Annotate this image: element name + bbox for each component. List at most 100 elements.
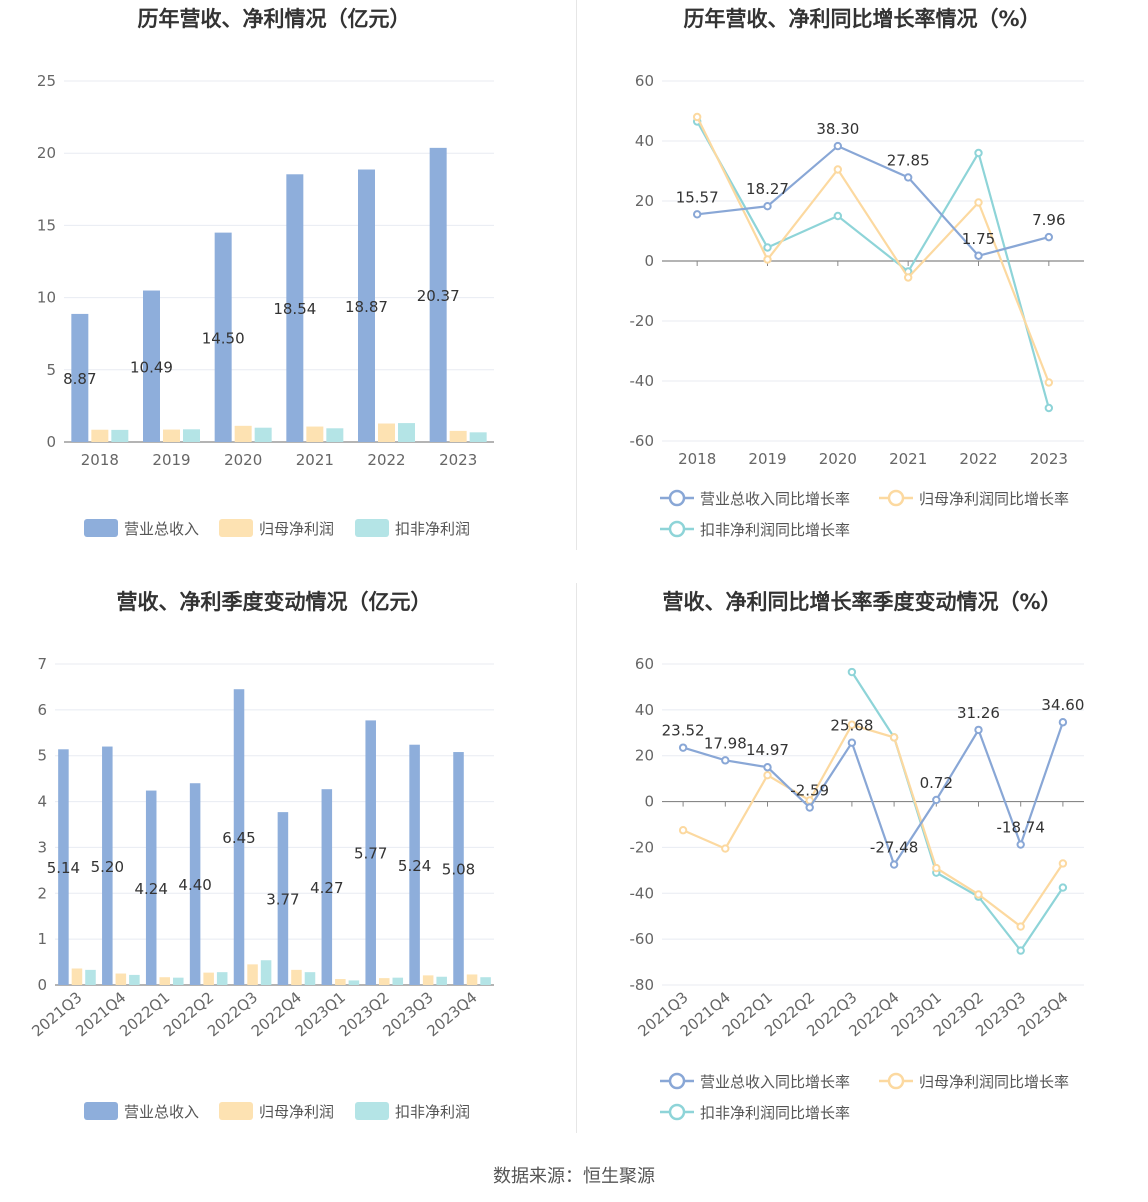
y-tick-label: 10 (37, 289, 56, 307)
bar-revenue (145, 790, 157, 985)
legend-swatch (84, 1102, 118, 1120)
y-tick-label: 2 (37, 884, 47, 902)
bar-data-label: 4.40 (178, 876, 211, 894)
bar-revenue (102, 746, 113, 985)
annual-growth-rate-chart: 历年营收、净利同比增长率情况（%） -60 -40 -20 0 20 40 60 2018 201… (574, 0, 1148, 580)
legend-label: 归母净利润同比增长率 (919, 490, 1069, 508)
bar-net-profit (291, 969, 302, 985)
y-tick-label: 5 (37, 747, 47, 765)
legend-label: 营业总收入 (124, 1103, 199, 1121)
data-point (974, 198, 983, 207)
bar-data-label: 3.77 (266, 891, 299, 909)
legend-marker (668, 1103, 686, 1121)
panel-divider (576, 0, 577, 550)
bar-net-profit (378, 423, 395, 442)
legend-swatch (219, 1102, 253, 1120)
bar-data-label: 5.14 (47, 859, 80, 877)
bar-revenue (277, 812, 289, 985)
bar-deducted-profit (129, 974, 140, 985)
data-point (833, 211, 843, 221)
bar-deducted-profit (260, 960, 272, 985)
data-point (1016, 922, 1025, 931)
x-tick-label: 2023 (1030, 450, 1068, 468)
data-point (833, 165, 843, 174)
bar-net-profit (115, 973, 127, 985)
x-tick-label: 2018 (81, 451, 119, 469)
point-data-label: 25.68 (830, 717, 873, 735)
legend-swatch (219, 519, 253, 537)
y-tick-label: 15 (37, 216, 56, 234)
legend-label: 归母净利润同比增长率 (919, 1073, 1069, 1091)
bar-data-label: 5.08 (442, 861, 475, 879)
chart-svg: 历年营收、净利情况（亿元） 0 5 10 15 20 25 2018 2019 2020 2021 2… (37, 7, 494, 538)
bar-deducted-profit (348, 980, 360, 985)
bar-data-label: 20.37 (417, 287, 460, 305)
data-point (678, 743, 688, 752)
annual-revenue-profit-chart: 历年营收、净利情况（亿元） 0 5 10 15 20 25 2018 2019 2020 2021 2… (0, 0, 574, 580)
x-tick-label: 2021 (889, 450, 927, 468)
bar-data-label: 18.87 (345, 298, 388, 316)
bar-data-label: 8.87 (63, 370, 96, 388)
bar-net-profit (163, 429, 180, 442)
point-data-label: 31.26 (957, 704, 1000, 722)
data-point (932, 795, 941, 805)
panel-divider (576, 583, 577, 1133)
data-point (763, 763, 772, 772)
data-point (692, 210, 702, 219)
y-tick-label: 4 (37, 793, 47, 811)
data-point (678, 826, 688, 835)
legend-label: 扣非净利润同比增长率 (700, 1104, 850, 1122)
x-tick-label: 2018 (678, 450, 716, 468)
bar-deducted-profit (326, 428, 344, 442)
y-tick-label: 7 (37, 655, 47, 673)
legend-label: 扣非净利润同比增长率 (700, 521, 850, 539)
bar-revenue (214, 232, 232, 442)
bar-revenue (189, 783, 201, 985)
point-data-label: 34.60 (1041, 696, 1084, 714)
bar-deducted-profit (398, 423, 415, 442)
chart-legend: 营业总收入 归母净利润 扣非净利润 (84, 1102, 470, 1121)
legend-label: 营业总收入同比增长率 (700, 1073, 850, 1091)
x-tick-label: 2023 (439, 451, 477, 469)
data-point (974, 148, 983, 158)
data-point (763, 771, 772, 780)
bar-net-profit (247, 964, 258, 985)
y-tick-label: 0 (644, 793, 654, 811)
y-tick-label: -40 (630, 884, 655, 902)
legend-label: 扣非净利润 (395, 1103, 470, 1121)
data-point (847, 738, 857, 747)
bar-net-profit (203, 972, 214, 985)
y-tick-label: 1 (37, 930, 47, 948)
bar-deducted-profit (254, 427, 272, 442)
bar-deducted-profit (85, 969, 96, 985)
bar-deducted-profit (480, 977, 491, 985)
bar-net-profit (449, 430, 467, 442)
bar-deducted-profit (469, 432, 487, 442)
data-point (1016, 840, 1025, 849)
data-point (833, 141, 843, 151)
legend-label: 营业总收入 (124, 520, 199, 538)
y-tick-label: -80 (630, 976, 655, 994)
legend-marker (668, 1072, 686, 1090)
bar-revenue (143, 290, 160, 442)
x-tick-label: 2022 (959, 450, 997, 468)
bar-data-label: 5.24 (398, 857, 431, 875)
series-line-deducted-profit-growth (696, 120, 1050, 409)
chart-svg: 营收、净利同比增长率季度变动情况（%）-80-60-40-20020406020… (630, 590, 1085, 1122)
bar-net-profit (71, 968, 83, 985)
bar-revenue (71, 313, 89, 442)
data-point (1044, 378, 1054, 387)
chart-svg: 历年营收、净利同比增长率情况（%） -60 -40 -20 0 20 40 60 2018 201… (630, 7, 1084, 539)
bar-revenue (453, 752, 464, 985)
point-data-label: -27.48 (870, 839, 918, 857)
data-point (932, 863, 941, 873)
y-tick-label: 40 (635, 132, 654, 150)
legend-label: 扣非净利润 (395, 520, 470, 538)
point-data-label: -18.74 (997, 819, 1045, 837)
data-point (889, 733, 899, 742)
legend-label: 营业总收入同比增长率 (700, 490, 850, 508)
point-data-label: 17.98 (704, 734, 747, 752)
bar-deducted-profit (183, 429, 200, 442)
quarterly-revenue-profit-chart: 营收、净利季度变动情况（亿元） 0 1 2 3 4 5 6 7 2021Q3 2021Q4 2022Q… (0, 583, 574, 1163)
